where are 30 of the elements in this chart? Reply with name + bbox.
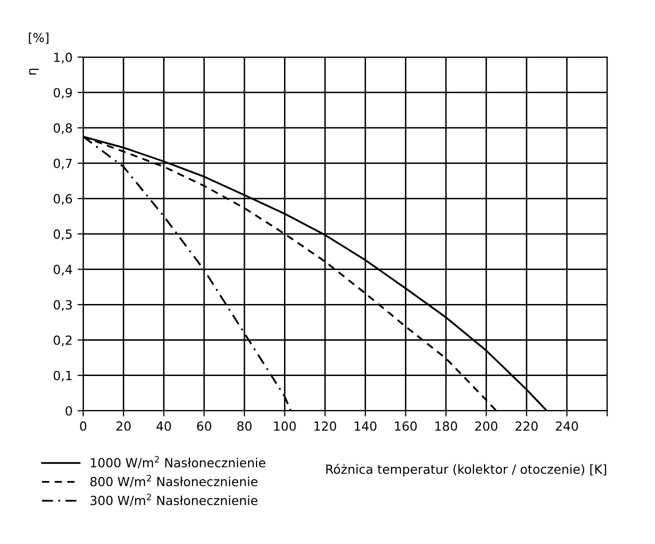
x-tick-label: 180 (435, 421, 458, 431)
x-tick-label: 60 (197, 421, 212, 431)
x-tick-label: 200 (475, 421, 498, 431)
y-tick-label: 1,0 (54, 52, 72, 64)
y-axis-title: η (29, 68, 39, 75)
y-tick-label: 0 (66, 406, 72, 416)
x-tick-label: 120 (314, 421, 336, 431)
y-tick-label: 0,8 (54, 123, 72, 134)
y-tick-label: 0,4 (54, 264, 72, 276)
y-tick-label: 0,6 (54, 194, 72, 205)
x-tick-label: 0 (80, 421, 86, 431)
y-tick-label: 0,3 (54, 300, 72, 311)
x-axis-title: Różnica temperatur (kolektor / otoczenie) [K] (326, 464, 606, 476)
legend-label: 1000 W/m$^{2}$ Nasłonecznienie (90, 456, 266, 468)
legend-label: 300 W/m$^{2}$ Nasłonecznienie (90, 494, 258, 506)
x-tick-label: 240 (556, 421, 578, 431)
x-tick-label: 40 (156, 421, 171, 431)
x-tick-label: 220 (516, 421, 538, 431)
legend-label: 800 W/m$^{2}$ Nasłonecznienie (90, 474, 258, 488)
y-tick-label: 0,5 (54, 229, 72, 240)
x-tick-label: 100 (274, 421, 296, 431)
text: [%] (28, 32, 48, 44)
x-tick-label: 160 (395, 421, 417, 431)
y-tick-label: 0,1 (54, 370, 72, 382)
x-tick-label: 140 (354, 421, 376, 431)
x-tick-label: 20 (116, 421, 131, 431)
y-tick-label: 0,9 (54, 88, 72, 99)
x-tick-label: 80 (237, 421, 252, 431)
y-tick-label: 0,2 (54, 335, 72, 346)
y-tick-label: 0,7 (54, 158, 72, 170)
